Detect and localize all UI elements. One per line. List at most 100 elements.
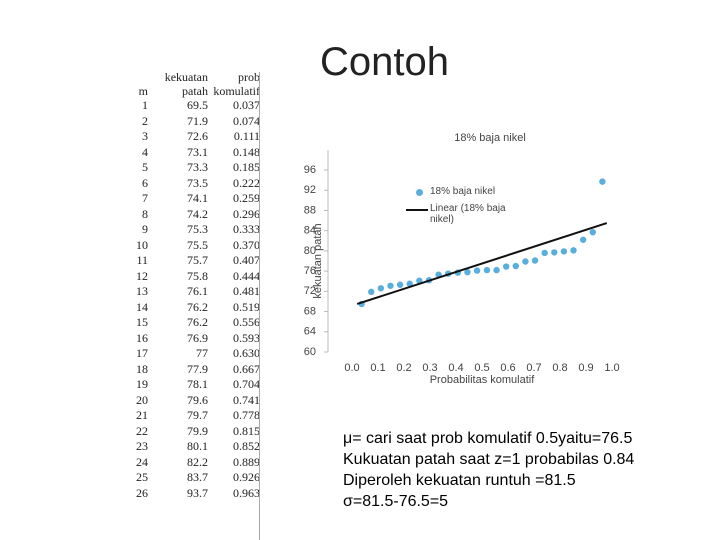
legend-entry: Linear (18% baja nikel) — [402, 203, 510, 225]
table-row: 17 77 0.630 — [128, 346, 262, 362]
table-row: 12 75.8 0.444 — [128, 269, 262, 285]
table-row: 13 76.1 0.481 — [128, 284, 262, 300]
data-point — [502, 263, 510, 270]
table-cell: 5 — [142, 160, 148, 175]
data-point — [522, 258, 529, 265]
legend-label: 18% baja nikel — [430, 186, 496, 197]
data-point — [368, 288, 375, 296]
table-row: 25 83.7 0.926 — [128, 470, 262, 486]
table-header: m kekuatan patah prob komulatif — [128, 70, 262, 98]
note-line: σ=81.5-76.5=5 — [343, 493, 449, 510]
table-row: 8 74.2 0.296 — [128, 207, 262, 223]
table-cell: 74.1 — [187, 191, 208, 206]
table-cell: 0.519 — [233, 299, 260, 314]
table-row: 18 77.9 0.667 — [128, 362, 262, 378]
table-cell: 3 — [142, 129, 148, 144]
note-line: μ= cari saat prob komulatif 0.5yaitu=76.… — [343, 430, 633, 447]
table-cell: 77.9 — [187, 361, 208, 376]
table-cell: 26 — [136, 485, 148, 500]
table-cell: 77 — [196, 346, 208, 361]
table-cell: 13 — [136, 284, 148, 299]
legend: 18% baja nikel Linear (18% baja nikel) — [402, 186, 510, 231]
x-tick-label: 0.9 — [578, 362, 593, 374]
table-cell: 4 — [142, 144, 148, 159]
table-cell: 0.074 — [233, 113, 260, 128]
y-tick-label: 76 — [304, 265, 316, 277]
data-point — [541, 249, 548, 257]
data-point — [396, 281, 404, 288]
table-cell: 80.1 — [187, 439, 208, 454]
table-cell: 18 — [136, 361, 148, 376]
table-cell: 22 — [136, 423, 148, 438]
y-tick-label: 80 — [304, 245, 316, 257]
table-cell: 6 — [142, 175, 148, 190]
table-cell: 12 — [136, 268, 148, 283]
table-cell: 0.148 — [233, 144, 260, 159]
table-row: 10 75.5 0.370 — [128, 238, 262, 254]
table-cell: 19 — [136, 377, 148, 392]
table-cell: 25 — [136, 470, 148, 485]
table-cell: 76.1 — [187, 284, 208, 299]
table-cell: 0.667 — [233, 361, 260, 376]
table-cell: 93.7 — [187, 485, 208, 500]
table-cell: 69.5 — [187, 98, 208, 113]
legend-swatch — [406, 209, 428, 211]
table-cell: 0.593 — [233, 330, 260, 345]
table-cell: 75.7 — [187, 253, 208, 268]
table-cell: 17 — [136, 346, 148, 361]
table-cell: 0.630 — [233, 346, 260, 361]
y-tick-label: 64 — [304, 326, 316, 338]
table-cell: 24 — [136, 454, 148, 469]
table-row: 16 76.9 0.593 — [128, 331, 262, 347]
y-tick-label: 72 — [304, 285, 316, 297]
table-cell: 71.9 — [187, 113, 208, 128]
note-line: Diperoleh kekuatan runtuh =81.5 — [343, 472, 576, 489]
y-tick-label: 60 — [304, 346, 316, 358]
table-cell: 76.2 — [187, 299, 208, 314]
table-row: 4 73.1 0.148 — [128, 145, 262, 161]
data-point — [570, 247, 577, 254]
table-cell: 21 — [136, 408, 148, 423]
data-point — [464, 268, 471, 276]
x-axis-label: Probabilitas komulatif — [430, 374, 535, 386]
table-cell: 78.1 — [187, 377, 208, 392]
x-tick-label: 0.0 — [344, 362, 359, 374]
table-cell: 79.6 — [187, 392, 208, 407]
x-tick-label: 0.2 — [396, 362, 411, 374]
table-cell: 0.333 — [233, 222, 260, 237]
data-table: m kekuatan patah prob komulatif 1 69.5 0.037 2… — [128, 70, 262, 501]
table-cell: 11 — [136, 253, 148, 268]
data-point — [406, 280, 413, 287]
table-cell: 23 — [136, 439, 148, 454]
column-header: prob komulatif — [213, 70, 260, 98]
table-row: 11 75.7 0.407 — [128, 253, 262, 269]
y-tick-label: 68 — [304, 305, 316, 317]
data-point — [493, 266, 500, 274]
data-point — [483, 266, 491, 274]
table-cell: 74.2 — [187, 206, 208, 221]
table-cell: 7 — [142, 191, 148, 206]
table-row: 7 74.1 0.259 — [128, 191, 262, 207]
table-row: 2 71.9 0.074 — [128, 114, 262, 130]
table-cell: 0.778 — [233, 408, 260, 423]
legend-label: Linear (18% baja nikel) — [430, 203, 506, 225]
data-point — [531, 257, 539, 264]
y-tick-label: 84 — [304, 225, 316, 237]
table-cell: 0.889 — [233, 454, 260, 469]
x-tick-label: 0.7 — [526, 362, 541, 374]
table-row: 1 69.5 0.037 — [128, 98, 262, 114]
table-cell: 9 — [142, 222, 148, 237]
table-row: 6 73.5 0.222 — [128, 176, 262, 192]
table-cell: 0.556 — [233, 315, 260, 330]
table-row: 22 79.9 0.815 — [128, 424, 262, 440]
table-cell: 75.8 — [187, 268, 208, 283]
table-cell: 0.815 — [233, 423, 260, 438]
table-cell: 0.926 — [233, 470, 260, 485]
legend-swatch — [416, 189, 423, 196]
table-cell: 1 — [142, 98, 148, 113]
table-row: 24 82.2 0.889 — [128, 455, 262, 471]
table-cell: 73.1 — [187, 144, 208, 159]
table-row: 3 72.6 0.111 — [128, 129, 262, 145]
table-cell: 73.5 — [187, 175, 208, 190]
